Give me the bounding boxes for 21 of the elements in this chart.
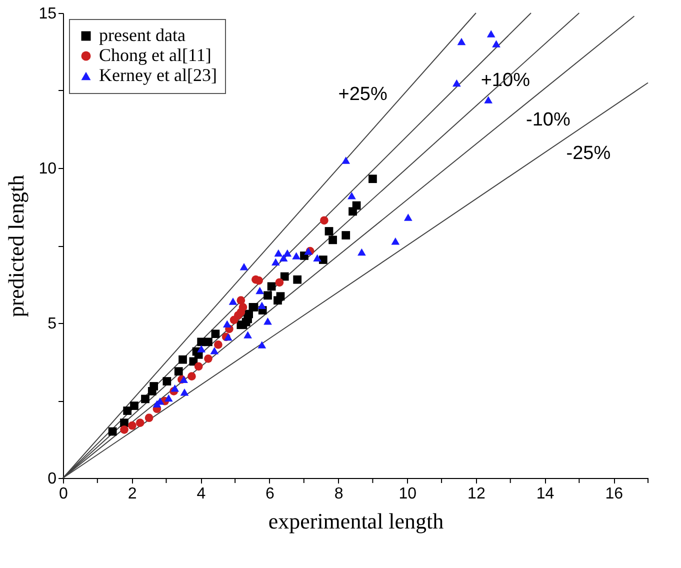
x-tick-label: 12 xyxy=(468,486,486,502)
y-axis-title: predicted length xyxy=(4,174,29,318)
x-tick-label: 6 xyxy=(266,486,275,502)
x-tick-label: 10 xyxy=(398,486,417,502)
x-axis-title: experimental length xyxy=(268,508,444,534)
legend-label: Kerney et al[23] xyxy=(99,65,217,85)
x-tick-label: 8 xyxy=(334,486,344,502)
y-tick-label: 5 xyxy=(48,316,57,332)
x-tick-label: 0 xyxy=(59,486,68,502)
series-label: -25% xyxy=(566,143,611,164)
y-tick-label: 10 xyxy=(38,160,57,178)
series-label: -10% xyxy=(526,109,570,130)
legend-label: Chong et al[11] xyxy=(99,45,212,65)
x-tick-label: 14 xyxy=(536,486,554,502)
x-tick-label: 2 xyxy=(128,486,137,502)
y-tick-label: 0 xyxy=(48,470,57,488)
series-label: +25% xyxy=(338,84,388,105)
x-tick-label: 16 xyxy=(605,486,624,502)
legend-label: present data xyxy=(99,25,186,45)
x-tick-label: 4 xyxy=(196,486,206,502)
y-tick-label: 15 xyxy=(38,6,57,22)
